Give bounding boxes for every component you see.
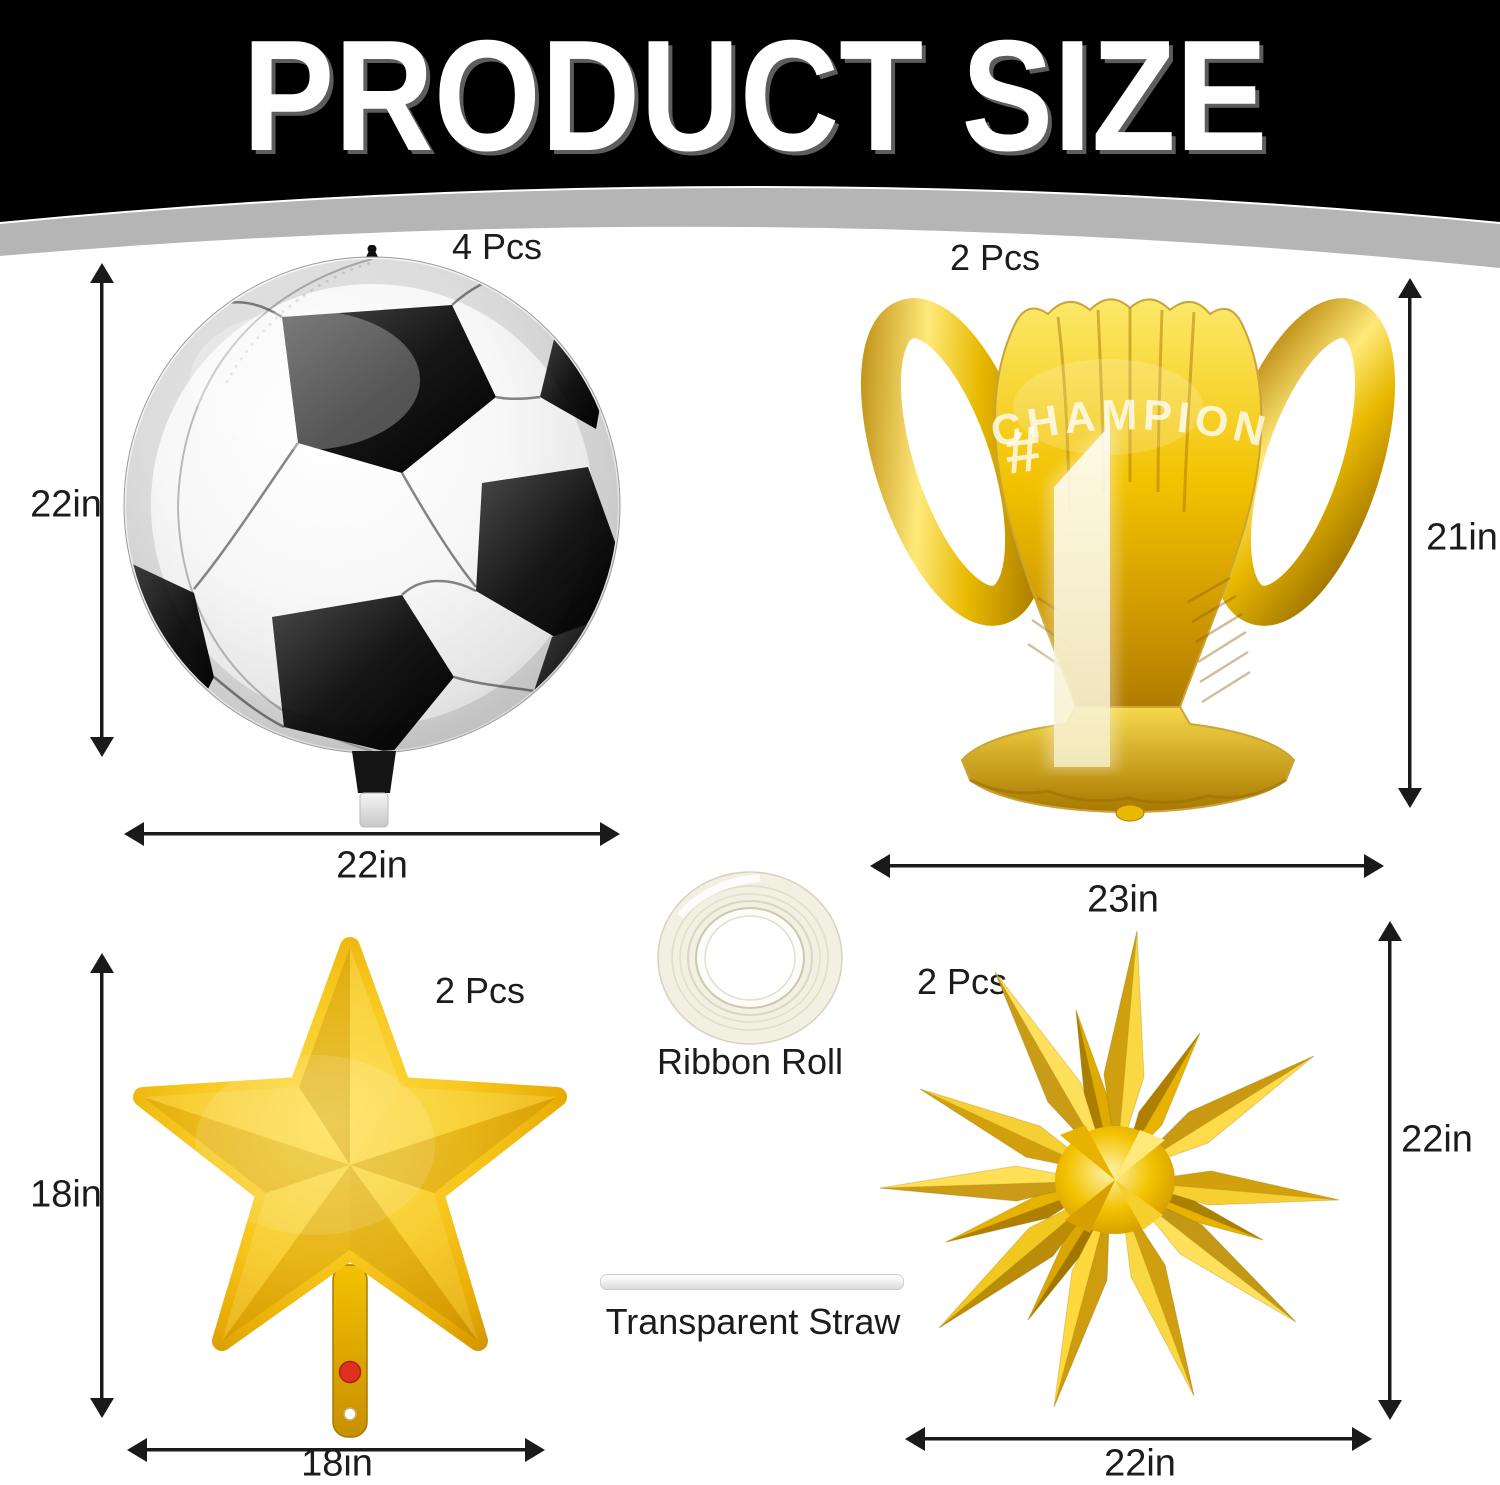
- trophy-balloon: CHAMPION # 1: [860, 298, 1396, 822]
- transparent-straw-image: [600, 1274, 904, 1290]
- explosion-height-label: 22in: [1401, 1118, 1473, 1161]
- star-body: [133, 937, 567, 1351]
- star-height-label: 18in: [30, 1173, 102, 1216]
- explosion-qty-label: 2 Pcs: [916, 961, 1008, 1002]
- trophy-height-arrow: [1398, 278, 1422, 808]
- ribbon-roll-image: [657, 871, 843, 1045]
- trophy-width-label: 23in: [1087, 878, 1159, 921]
- transparent-straw-label: Transparent Straw: [605, 1301, 901, 1342]
- star-balloon: [133, 937, 567, 1438]
- soccer-ball-width-label: 22in: [336, 844, 408, 887]
- star-width-label: 18in: [301, 1442, 373, 1485]
- page-title-shadow: PRODUCT SIZE: [247, 12, 1272, 188]
- balloon-valve: [352, 751, 396, 793]
- star-height-arrow: [90, 953, 114, 1418]
- soccer-ball-width-arrow: [124, 822, 620, 846]
- soccer-ball-height-label: 22in: [30, 483, 102, 526]
- explosion-height-arrow: [1378, 921, 1402, 1420]
- star-qty-label: 2 Pcs: [434, 970, 526, 1011]
- explosion-width-label: 22in: [1104, 1442, 1176, 1485]
- soccer-ball-qty-label: 4 Pcs: [451, 226, 543, 267]
- trophy-height-label: 21in: [1426, 516, 1498, 559]
- trophy-width-arrow: [870, 854, 1384, 878]
- explosion-balloon: [879, 930, 1340, 1408]
- star-valve-sticker: [338, 1360, 362, 1384]
- star-width-arrow: [127, 1438, 545, 1462]
- soccer-ball-height-arrow: [90, 263, 114, 757]
- ribbon-roll-label: Ribbon Roll: [656, 1041, 844, 1082]
- explosion-width-arrow: [905, 1427, 1372, 1451]
- trophy-qty-label: 2 Pcs: [949, 237, 1041, 278]
- page-title: PRODUCT SIZE: [243, 8, 1268, 184]
- banner-stripe: [0, 188, 1500, 268]
- soccer-ball-balloon: [123, 245, 621, 828]
- star-valve-tab: [332, 1264, 368, 1438]
- title-banner: PRODUCT SIZE PRODUCT SIZE: [0, 0, 1500, 268]
